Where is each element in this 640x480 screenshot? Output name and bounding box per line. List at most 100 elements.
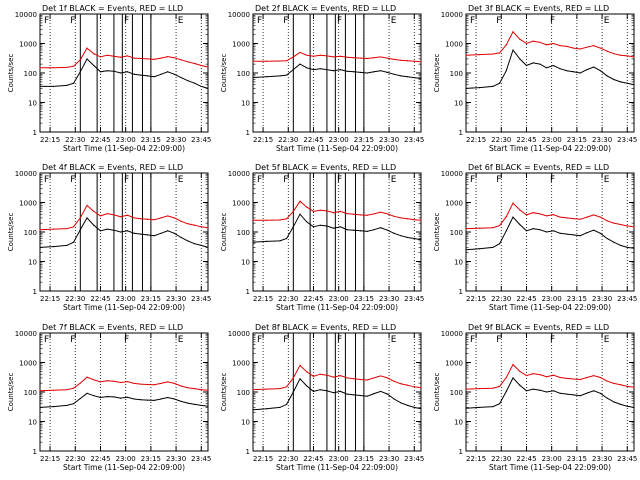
y-axis-label: Counts/sec [220, 213, 228, 252]
series-line-events [39, 392, 209, 408]
y-axis-label: Counts/sec [7, 213, 15, 252]
data-point-events [99, 396, 102, 399]
y-tick-label: 1 [246, 288, 250, 296]
data-point-lld [113, 214, 115, 216]
x-tick-label: 23:15 [354, 136, 374, 144]
data-point-events [559, 392, 561, 394]
x-tick-label: 23:45 [617, 295, 637, 303]
data-point-lld [346, 377, 348, 379]
data-point-events [406, 76, 409, 78]
y-tick-label: 1 [459, 129, 463, 137]
data-point-events [366, 395, 368, 397]
data-point-lld [366, 214, 368, 216]
y-tick-label: 1000 [445, 41, 463, 49]
data-point-lld [120, 216, 122, 218]
corner-marker: F [124, 16, 129, 26]
data-point-lld [593, 214, 595, 216]
y-tick-label: 1000 [232, 360, 250, 368]
data-point-lld [167, 381, 169, 383]
data-point-events [160, 398, 162, 400]
y-tick-label: 100 [450, 70, 463, 78]
data-point-lld [373, 377, 375, 379]
series-line-events [252, 213, 422, 243]
series-line-events [39, 217, 209, 248]
data-point-lld [519, 370, 521, 372]
data-point-events [52, 405, 55, 408]
data-point-lld [106, 380, 108, 382]
data-point-lld [505, 216, 507, 218]
x-tick-label: 22:30 [278, 136, 298, 144]
x-axis-label: Start Time (11-Sep-04 22:09:00) [489, 303, 611, 312]
data-point-events [393, 398, 395, 400]
y-tick-label: 10 [241, 419, 250, 427]
data-point-lld [252, 219, 254, 221]
data-point-events [153, 399, 155, 401]
data-point-lld [566, 377, 568, 379]
x-tick-label: 22:30 [278, 295, 298, 303]
data-point-events [373, 71, 375, 73]
data-point-events [339, 69, 341, 71]
data-point-lld [393, 58, 395, 60]
data-point-events [333, 227, 335, 229]
data-point-events [153, 235, 155, 237]
data-point-events [366, 72, 368, 74]
data-point-lld [420, 61, 422, 63]
data-point-lld [566, 45, 568, 47]
plot-frame [39, 332, 209, 452]
data-point-lld [586, 216, 588, 218]
data-point-events [66, 84, 68, 86]
y-tick-label: 100 [24, 70, 37, 78]
corner-marker: E [391, 335, 397, 345]
data-point-events [566, 233, 568, 235]
data-point-lld [572, 217, 575, 220]
data-point-lld [373, 57, 375, 59]
data-point-events [39, 85, 41, 88]
y-tick-label: 100 [24, 229, 37, 237]
corner-marker: F [257, 175, 262, 185]
data-point-lld [499, 385, 501, 387]
data-point-lld [99, 56, 102, 58]
series-line-events [465, 377, 635, 409]
data-point-events [532, 62, 534, 64]
data-point-lld [180, 385, 182, 387]
series-line-events [252, 63, 422, 79]
data-point-lld [512, 202, 514, 204]
y-tick-label: 100 [450, 229, 463, 237]
data-point-lld [633, 386, 635, 388]
data-point-events [465, 249, 467, 251]
data-point-lld [193, 62, 196, 65]
data-point-lld [400, 59, 402, 61]
data-point-lld [539, 213, 541, 215]
data-point-lld [106, 54, 108, 56]
data-point-events [306, 67, 308, 69]
data-point-events [539, 229, 541, 231]
data-point-lld [619, 384, 622, 386]
data-point-events [586, 69, 588, 71]
x-tick-label: 22:15 [40, 455, 60, 463]
x-tick-label: 23:00 [542, 455, 562, 463]
data-point-lld [126, 214, 128, 216]
data-point-events [180, 236, 182, 239]
data-point-events [207, 405, 209, 407]
data-point-lld [200, 64, 202, 67]
data-point-lld [193, 224, 196, 226]
data-point-lld [606, 220, 608, 222]
data-point-events [499, 403, 501, 405]
x-tick-label: 23:15 [354, 455, 374, 463]
data-point-lld [546, 376, 548, 378]
x-tick-label: 23:00 [116, 136, 136, 144]
data-point-lld [306, 371, 308, 373]
data-point-events [546, 67, 548, 69]
data-point-events [566, 70, 568, 72]
data-point-lld [286, 218, 288, 220]
data-point-lld [619, 223, 622, 226]
y-tick-label: 10 [28, 419, 37, 427]
data-point-lld [319, 54, 321, 56]
y-tick-label: 10 [454, 100, 463, 108]
data-point-events [93, 224, 95, 226]
data-point-events [386, 229, 388, 231]
data-point-lld [113, 380, 115, 382]
data-point-events [512, 216, 514, 218]
data-point-events [292, 226, 294, 228]
data-point-lld [492, 53, 494, 55]
